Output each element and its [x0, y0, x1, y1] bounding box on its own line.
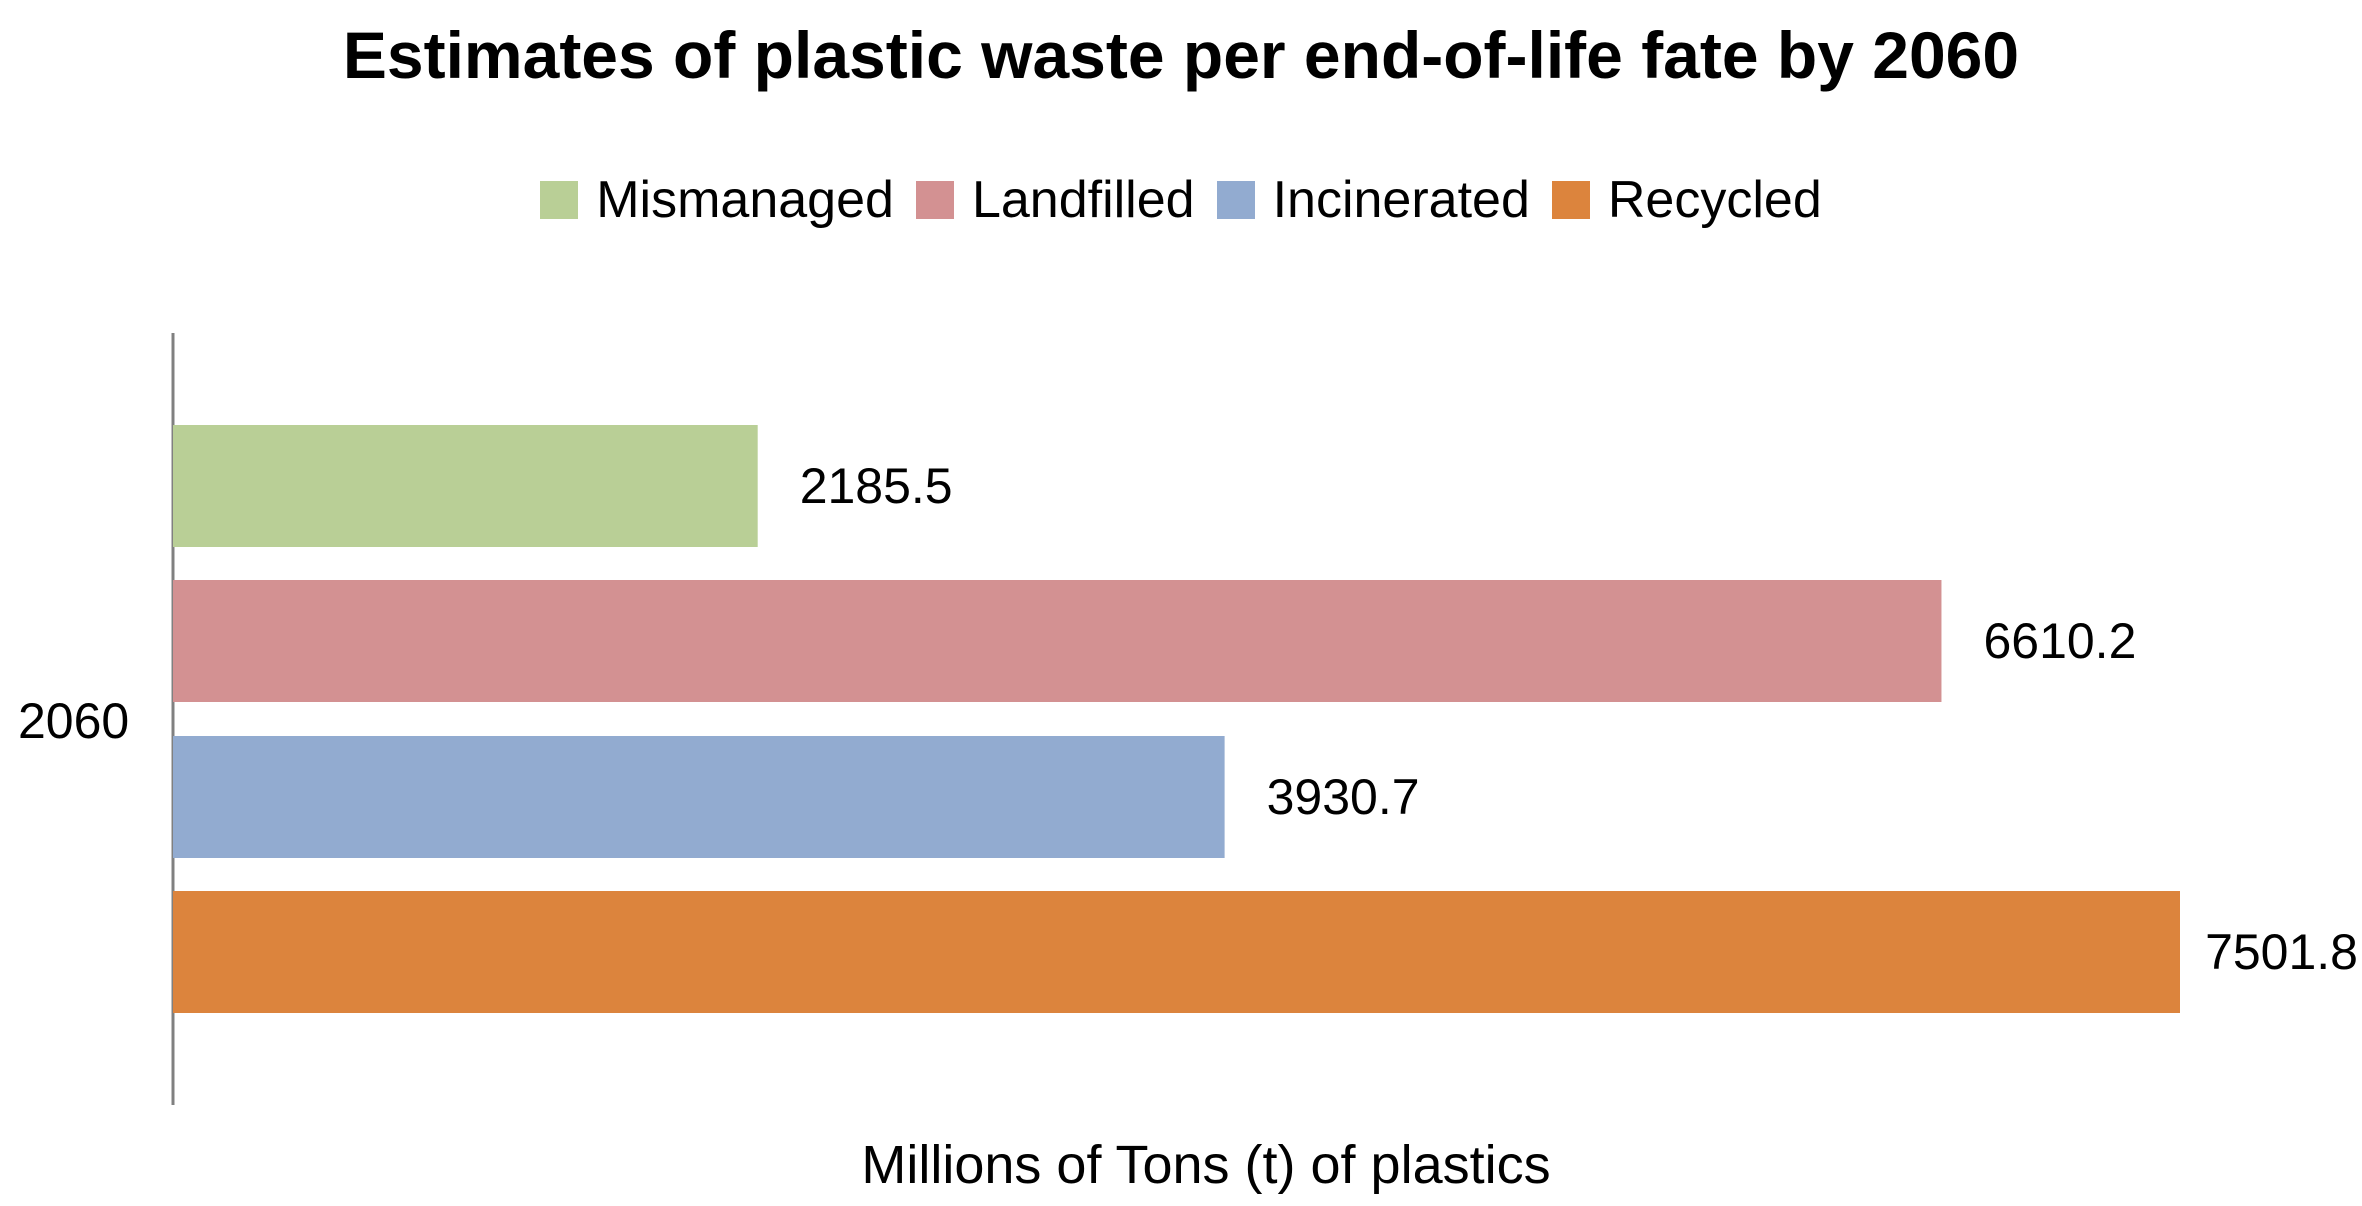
data-label-mismanaged: 2185.5	[800, 458, 953, 514]
x-axis-label: Millions of Tons (t) of plastics	[0, 1130, 2362, 1200]
legend-swatch-landfilled	[915, 181, 954, 219]
legend-item-incinerated: Incinerated	[1216, 165, 1530, 235]
legend: Mismanaged Landfilled Incinerated Recycl…	[0, 165, 2362, 235]
bar-landfilled	[173, 580, 1942, 702]
legend-swatch-mismanaged	[540, 181, 579, 219]
chart-title: Estimates of plastic waste per end-of-li…	[342, 18, 2020, 92]
bar-mismanaged	[173, 425, 758, 547]
y-tick-label: 2060	[18, 693, 129, 749]
legend-item-mismanaged: Mismanaged	[540, 165, 894, 235]
bar-incinerated	[173, 736, 1225, 858]
data-label-landfilled: 6610.2	[1983, 613, 2136, 669]
data-label-recycled: 7501.8	[2205, 924, 2358, 980]
legend-label-mismanaged: Mismanaged	[596, 171, 894, 229]
legend-label-incinerated: Incinerated	[1272, 171, 1530, 229]
legend-label-recycled: Recycled	[1607, 171, 1822, 229]
legend-label-landfilled: Landfilled	[971, 171, 1195, 229]
legend-item-recycled: Recycled	[1551, 165, 1822, 235]
legend-swatch-recycled	[1551, 181, 1590, 219]
legend-item-landfilled: Landfilled	[915, 165, 1195, 235]
data-label-incinerated: 3930.7	[1267, 769, 1420, 825]
bar-recycled	[173, 891, 2180, 1013]
legend-swatch-incinerated	[1216, 181, 1255, 219]
x-axis-label-text: Millions of Tons (t) of plastics	[861, 1135, 1551, 1195]
